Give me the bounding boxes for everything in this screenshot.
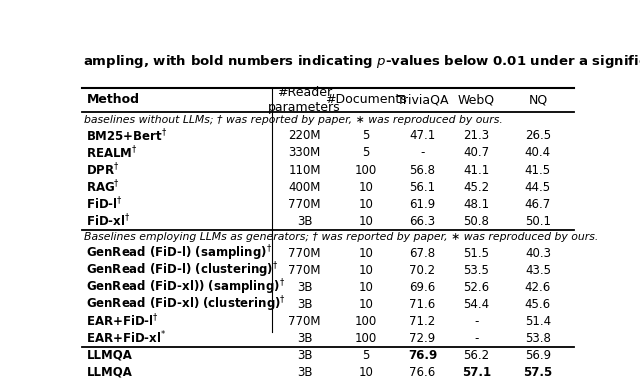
Text: DPR$^{\dagger}$: DPR$^{\dagger}$ — [86, 162, 120, 178]
Text: 770M: 770M — [289, 198, 321, 211]
Text: GenRead (FiD-xl)) (sampling)$^{\dagger}$: GenRead (FiD-xl)) (sampling)$^{\dagger}$ — [86, 277, 285, 297]
Text: 44.5: 44.5 — [525, 181, 551, 194]
Text: 40.3: 40.3 — [525, 247, 551, 260]
Text: BM25+Bert$^{\dagger}$: BM25+Bert$^{\dagger}$ — [86, 128, 168, 144]
Text: 48.1: 48.1 — [463, 198, 490, 211]
Text: baselines without LLMs; † was reported by paper, ∗ was reproduced by ours.: baselines without LLMs; † was reported b… — [84, 115, 503, 125]
Text: 5: 5 — [362, 349, 370, 362]
Text: 66.3: 66.3 — [410, 215, 436, 228]
Text: -: - — [474, 315, 479, 328]
Text: 10: 10 — [358, 181, 374, 194]
Text: 56.8: 56.8 — [410, 164, 436, 177]
Text: 56.1: 56.1 — [410, 181, 436, 194]
Text: 5: 5 — [362, 147, 370, 160]
Text: 46.7: 46.7 — [525, 198, 551, 211]
Text: 54.4: 54.4 — [463, 298, 490, 311]
Text: Method: Method — [86, 93, 140, 107]
Text: GenRead (FiD-l) (clustering)$^{\dagger}$: GenRead (FiD-l) (clustering)$^{\dagger}$ — [86, 260, 279, 280]
Text: 72.9: 72.9 — [410, 332, 436, 345]
Text: 53.5: 53.5 — [463, 264, 490, 277]
Text: FiD-xl$^{\dagger}$: FiD-xl$^{\dagger}$ — [86, 213, 131, 229]
Text: 3B: 3B — [297, 281, 312, 294]
Text: 26.5: 26.5 — [525, 129, 551, 143]
Text: TriviaQA: TriviaQA — [397, 93, 448, 107]
Text: EAR+FiD-xl$^{*}$: EAR+FiD-xl$^{*}$ — [86, 330, 167, 347]
Text: 56.9: 56.9 — [525, 349, 551, 362]
Text: 76.9: 76.9 — [408, 349, 437, 362]
Text: FiD-l$^{\dagger}$: FiD-l$^{\dagger}$ — [86, 196, 124, 212]
Text: 40.7: 40.7 — [463, 147, 490, 160]
Text: 3B: 3B — [297, 349, 312, 362]
Text: 10: 10 — [358, 215, 374, 228]
Text: 3B: 3B — [297, 366, 312, 378]
Text: 3B: 3B — [297, 215, 312, 228]
Text: 52.6: 52.6 — [463, 281, 490, 294]
Text: #Reader
parameters: #Reader parameters — [268, 86, 341, 114]
Text: 330M: 330M — [289, 147, 321, 160]
Text: REALM$^{\dagger}$: REALM$^{\dagger}$ — [86, 145, 138, 161]
Text: 45.6: 45.6 — [525, 298, 551, 311]
Text: GenRead (FiD-l) (sampling)$^{\dagger}$: GenRead (FiD-l) (sampling)$^{\dagger}$ — [86, 243, 273, 263]
Text: 220M: 220M — [289, 129, 321, 143]
Text: 69.6: 69.6 — [410, 281, 436, 294]
Text: 40.4: 40.4 — [525, 147, 551, 160]
Text: 57.1: 57.1 — [462, 366, 491, 378]
Text: 10: 10 — [358, 198, 374, 211]
Text: 43.5: 43.5 — [525, 264, 551, 277]
Text: 45.2: 45.2 — [463, 181, 490, 194]
Text: 61.9: 61.9 — [410, 198, 436, 211]
Text: 71.6: 71.6 — [410, 298, 436, 311]
Text: 53.8: 53.8 — [525, 332, 551, 345]
Text: 50.1: 50.1 — [525, 215, 551, 228]
Text: 56.2: 56.2 — [463, 349, 490, 362]
Text: 51.4: 51.4 — [525, 315, 551, 328]
Text: 3B: 3B — [297, 298, 312, 311]
Text: 100: 100 — [355, 332, 377, 345]
Text: Baselines employing LLMs as generators; † was reported by paper, ∗ was reproduce: Baselines employing LLMs as generators; … — [84, 232, 599, 242]
Text: 41.5: 41.5 — [525, 164, 551, 177]
Text: 10: 10 — [358, 298, 374, 311]
Text: GenRead (FiD-xl) (clustering)$^{\dagger}$: GenRead (FiD-xl) (clustering)$^{\dagger}… — [86, 294, 287, 314]
Text: 50.8: 50.8 — [463, 215, 490, 228]
Text: 10: 10 — [358, 247, 374, 260]
Text: -: - — [420, 147, 425, 160]
Text: EAR+FiD-l$^{\dagger}$: EAR+FiD-l$^{\dagger}$ — [86, 313, 159, 330]
Text: 770M: 770M — [289, 264, 321, 277]
Text: #Documents: #Documents — [325, 93, 407, 107]
Text: 76.6: 76.6 — [410, 366, 436, 378]
Text: 400M: 400M — [289, 181, 321, 194]
Text: 57.5: 57.5 — [524, 366, 552, 378]
Text: 70.2: 70.2 — [410, 264, 436, 277]
Text: 10: 10 — [358, 281, 374, 294]
Text: 51.5: 51.5 — [463, 247, 490, 260]
Text: ampling, with bold numbers indicating $p$-values below 0.01 under a significance: ampling, with bold numbers indicating $p… — [83, 53, 640, 70]
Text: 67.8: 67.8 — [410, 247, 436, 260]
Text: RAG$^{\dagger}$: RAG$^{\dagger}$ — [86, 179, 120, 195]
Text: 10: 10 — [358, 366, 374, 378]
Text: LLMQA: LLMQA — [86, 366, 132, 378]
Text: 10: 10 — [358, 264, 374, 277]
Text: 770M: 770M — [289, 315, 321, 328]
Text: 770M: 770M — [289, 247, 321, 260]
Text: 5: 5 — [362, 129, 370, 143]
Text: 47.1: 47.1 — [410, 129, 436, 143]
Text: 100: 100 — [355, 164, 377, 177]
Text: 71.2: 71.2 — [410, 315, 436, 328]
Text: 100: 100 — [355, 315, 377, 328]
Text: 41.1: 41.1 — [463, 164, 490, 177]
Text: 110M: 110M — [289, 164, 321, 177]
Text: -: - — [474, 332, 479, 345]
Text: LLMQA: LLMQA — [86, 349, 132, 362]
Text: 42.6: 42.6 — [525, 281, 551, 294]
Text: 3B: 3B — [297, 332, 312, 345]
Text: 21.3: 21.3 — [463, 129, 490, 143]
Text: NQ: NQ — [528, 93, 548, 107]
Text: WebQ: WebQ — [458, 93, 495, 107]
